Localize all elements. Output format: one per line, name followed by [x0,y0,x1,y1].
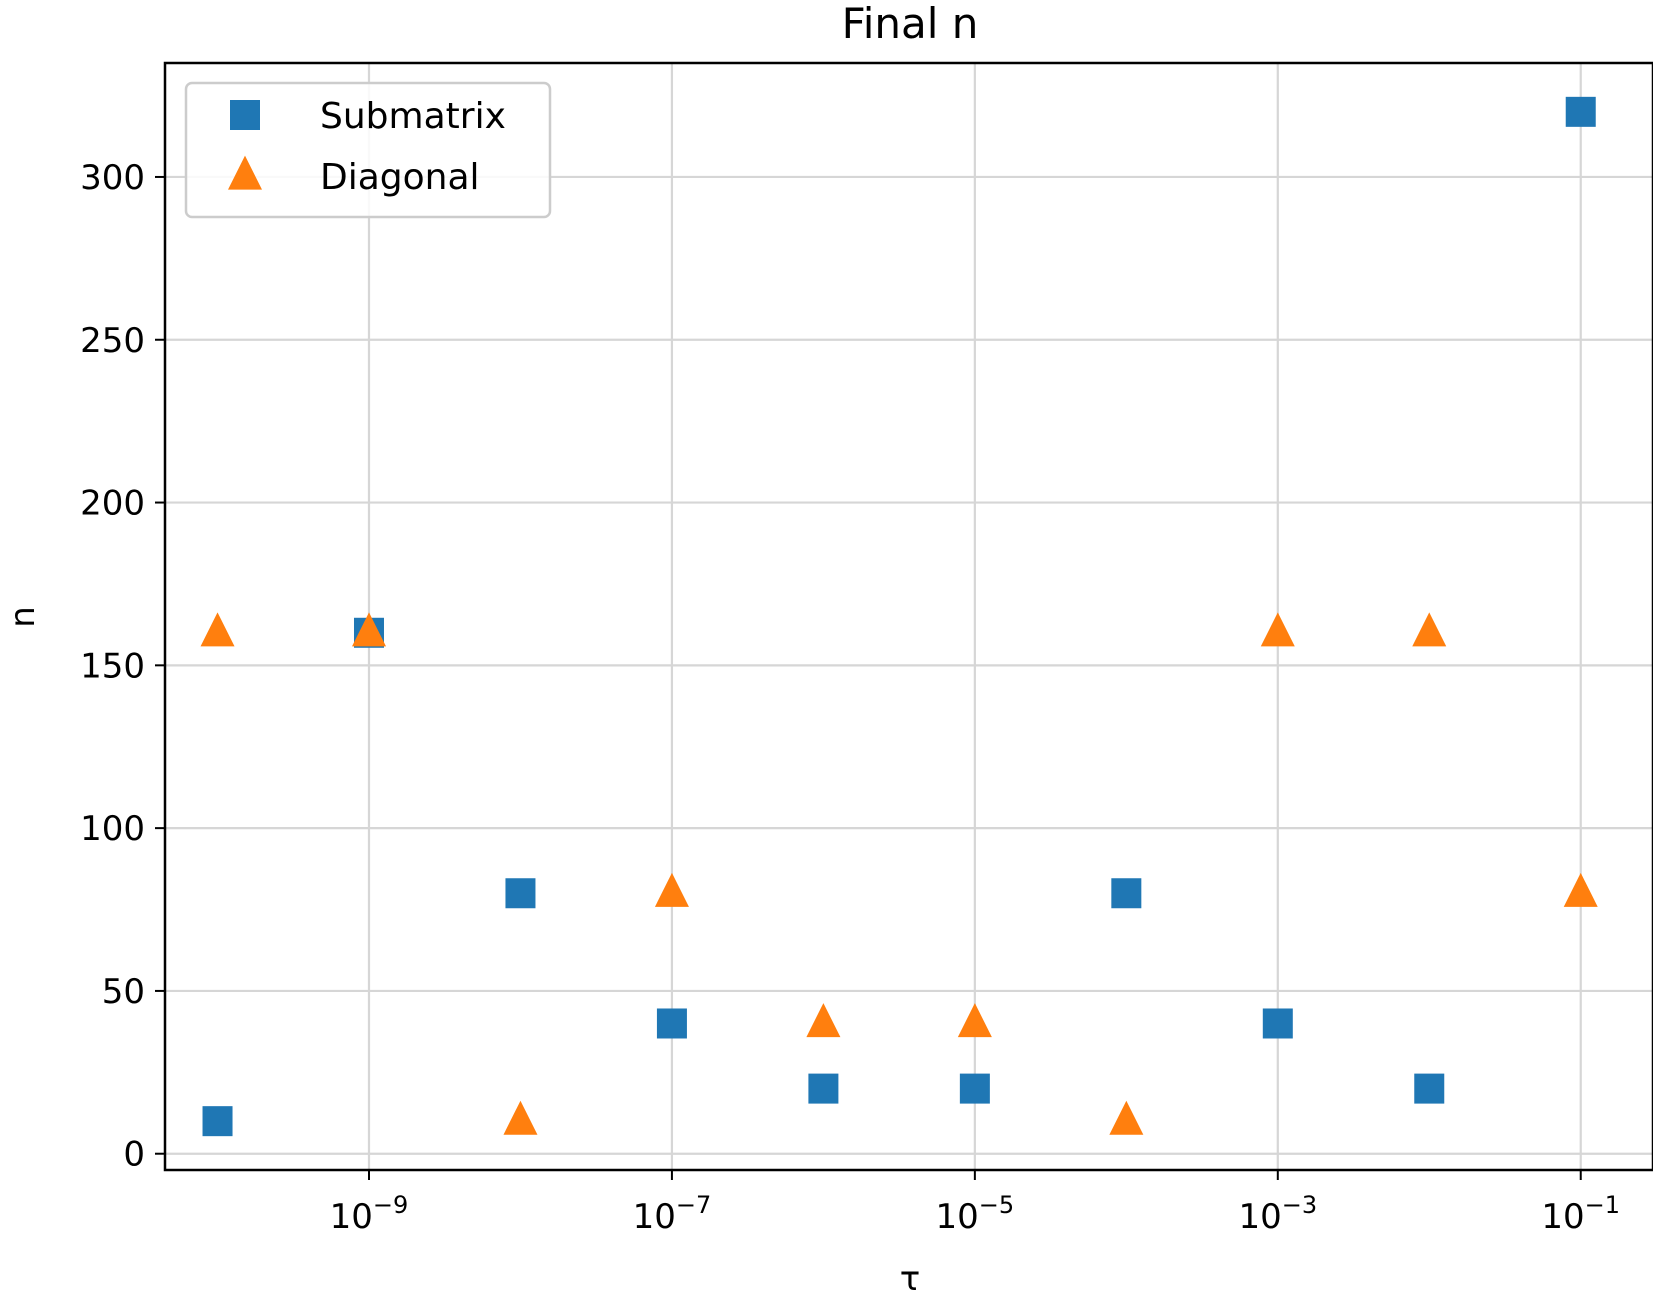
y-tick-label: 300 [80,158,145,198]
y-tick-label: 50 [102,972,145,1012]
submatrix-marker [808,1073,839,1104]
diagonal-marker [1109,1100,1144,1135]
submatrix-marker [1414,1073,1445,1104]
legend: Submatrix Diagonal [184,81,552,219]
x-axis-label: τ [900,1259,920,1298]
data-markers [200,96,1598,1137]
diagonal-marker [200,612,235,647]
legend-submatrix-marker [230,100,260,130]
y-axis-ticks: 0 50 100 150 200 250 300 [80,158,165,1175]
x-tick-exponent: −7 [676,1191,711,1219]
y-tick-label: 100 [80,809,145,849]
legend-diagonal-marker [228,155,262,190]
x-axis-ticks: 10−9 10−7 10−5 10−3 10−1 [330,1170,1620,1237]
x-tick-base: 10 [633,1197,676,1237]
y-tick-label: 200 [80,484,145,524]
x-tick-label: 10−5 [936,1191,1015,1237]
submatrix-marker [1111,878,1142,909]
diagonal-marker [654,872,689,907]
y-tick-label: 250 [80,321,145,361]
legend-box [184,81,552,219]
submatrix-marker [505,878,536,909]
x-tick-base: 10 [1541,1197,1584,1237]
axes-frame [163,61,1653,1172]
diagonal-marker [351,612,386,647]
diagonal-marker [1260,612,1295,647]
x-tick-label: 10−3 [1238,1191,1317,1237]
diagonal-marker [957,1003,992,1038]
x-tick-base: 10 [330,1197,373,1237]
y-tick-label: 150 [80,646,145,686]
diagonal-marker [1563,872,1598,907]
legend-submatrix-label: Submatrix [320,96,506,137]
x-tick-base: 10 [936,1197,979,1237]
diagonal-marker [806,1003,841,1038]
diagonal-marker [503,1100,538,1135]
legend-diagonal-label: Diagonal [320,157,480,198]
x-tick-label: 10−9 [330,1191,409,1237]
x-tick-exponent: −1 [1585,1191,1620,1219]
submatrix-marker [959,1073,990,1104]
submatrix-marker [1262,1008,1293,1039]
x-tick-exponent: −9 [373,1191,408,1219]
y-tick-label: 0 [123,1135,145,1175]
submatrix-marker [1565,96,1596,127]
submatrix-marker [202,1106,233,1137]
x-tick-exponent: −5 [979,1191,1014,1219]
chart-title: Final n [842,0,979,48]
x-tick-base: 10 [1238,1197,1281,1237]
x-tick-exponent: −3 [1282,1191,1317,1219]
x-tick-label: 10−7 [633,1191,712,1237]
diagonal-marker [1412,612,1447,647]
x-tick-label: 10−1 [1541,1191,1620,1237]
y-axis-label: n [3,606,43,628]
submatrix-marker [656,1008,687,1039]
